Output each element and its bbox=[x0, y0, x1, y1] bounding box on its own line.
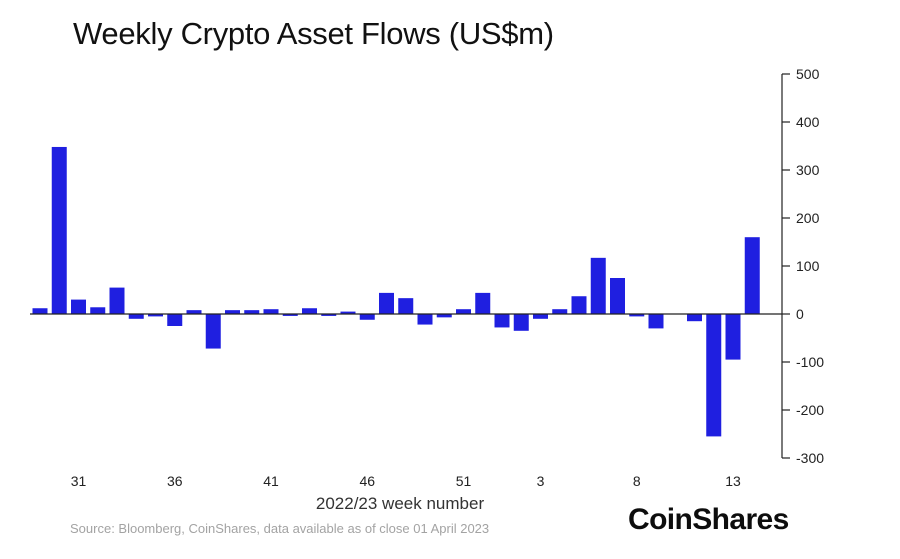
bar bbox=[552, 309, 568, 314]
bar bbox=[32, 308, 48, 314]
bar bbox=[436, 314, 452, 318]
bar bbox=[417, 314, 433, 325]
x-tick-label: 41 bbox=[263, 473, 279, 489]
bar bbox=[167, 314, 183, 326]
bar bbox=[340, 311, 356, 314]
x-tick-label: 8 bbox=[633, 473, 641, 489]
chart-title: Weekly Crypto Asset Flows (US$m) bbox=[73, 16, 554, 51]
bar bbox=[629, 314, 645, 317]
y-tick-label: -100 bbox=[796, 354, 824, 370]
y-tick-label: -200 bbox=[796, 402, 824, 418]
bar bbox=[475, 292, 491, 314]
bar bbox=[610, 278, 625, 314]
bar bbox=[533, 314, 548, 319]
bar bbox=[494, 314, 510, 328]
bar bbox=[706, 314, 722, 437]
x-tick-label: 31 bbox=[71, 473, 87, 489]
x-tick-label: 3 bbox=[537, 473, 545, 489]
bar bbox=[205, 314, 221, 349]
bar bbox=[90, 307, 106, 314]
y-tick-label: 300 bbox=[796, 162, 820, 178]
bar bbox=[359, 314, 375, 320]
bar bbox=[379, 292, 394, 314]
bar bbox=[321, 314, 337, 316]
bar bbox=[571, 296, 587, 314]
y-tick-label: 200 bbox=[796, 210, 820, 226]
x-tick-label: 13 bbox=[725, 473, 741, 489]
y-tick-label: 400 bbox=[796, 114, 820, 130]
y-tick-label: 0 bbox=[796, 306, 804, 322]
bar bbox=[282, 314, 298, 316]
x-tick-label: 46 bbox=[359, 473, 375, 489]
x-axis-title: 2022/23 week number bbox=[315, 494, 485, 513]
bar bbox=[302, 308, 317, 314]
bar bbox=[109, 287, 125, 314]
bar bbox=[590, 257, 606, 314]
bar bbox=[648, 314, 664, 329]
y-tick-label: -300 bbox=[796, 450, 824, 466]
bar bbox=[225, 310, 240, 314]
coinshares-logo: CoinShares bbox=[628, 503, 789, 536]
bar bbox=[148, 314, 163, 317]
y-tick-label: 100 bbox=[796, 258, 820, 274]
bar bbox=[456, 309, 471, 314]
y-tick-label: 500 bbox=[796, 66, 820, 82]
x-tick-label: 36 bbox=[167, 473, 183, 489]
bar bbox=[186, 310, 202, 314]
bar bbox=[51, 146, 67, 314]
source-note: Source: Bloomberg, CoinShares, data avai… bbox=[70, 521, 490, 536]
bar bbox=[244, 310, 260, 314]
bar bbox=[71, 299, 86, 314]
bar bbox=[128, 314, 144, 319]
bar bbox=[725, 314, 741, 360]
bar bbox=[398, 298, 414, 314]
bar bbox=[263, 309, 279, 314]
bar bbox=[687, 314, 702, 322]
bar bbox=[744, 237, 760, 314]
x-tick-label: 51 bbox=[456, 473, 472, 489]
bar bbox=[513, 314, 529, 331]
